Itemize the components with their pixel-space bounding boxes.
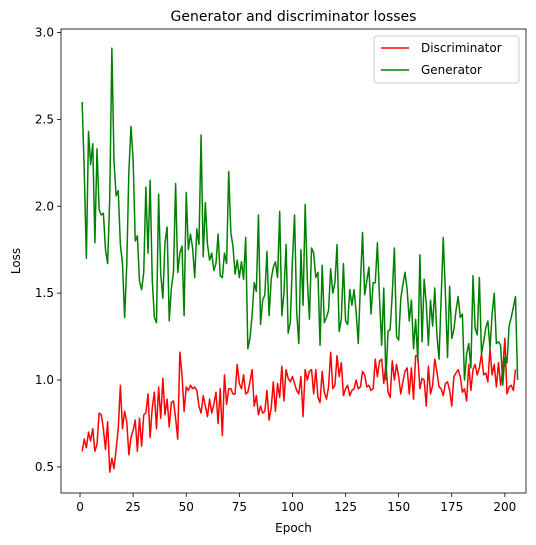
series-line-generator: [81, 47, 519, 386]
y-tick-label: 2.0: [35, 199, 54, 213]
legend-label-discriminator: Discriminator: [421, 41, 502, 55]
legend: Discriminator Generator: [373, 35, 520, 84]
x-axis: 0 25 50 75 100 125 150 175 200: [76, 493, 516, 514]
y-tick-label: 3.0: [35, 25, 54, 39]
y-axis-label: Loss: [9, 248, 23, 274]
x-tick-label: 200: [493, 500, 516, 514]
x-tick-label: 0: [76, 500, 84, 514]
x-tick-label: 100: [281, 500, 304, 514]
chart-title: Generator and discriminator losses: [171, 9, 417, 25]
y-tick-label: 0.5: [35, 460, 54, 474]
x-tick-label: 50: [179, 500, 194, 514]
legend-label-generator: Generator: [421, 63, 482, 77]
x-tick-label: 175: [440, 500, 463, 514]
x-tick-label: 150: [387, 500, 410, 514]
y-axis: 0.5 1.0 1.5 2.0 2.5 3.0: [35, 25, 61, 474]
plot-frame: [60, 28, 527, 494]
x-tick-label: 25: [125, 500, 140, 514]
x-tick-label: 75: [232, 500, 247, 514]
x-axis-label: Epoch: [275, 521, 312, 535]
plot-area: [81, 47, 519, 473]
legend-box: [373, 35, 520, 84]
series-line-discriminator: [81, 337, 517, 473]
y-tick-label: 1.0: [35, 373, 54, 387]
x-tick-label: 125: [334, 500, 357, 514]
y-tick-label: 1.5: [35, 286, 54, 300]
y-tick-label: 2.5: [35, 112, 54, 126]
